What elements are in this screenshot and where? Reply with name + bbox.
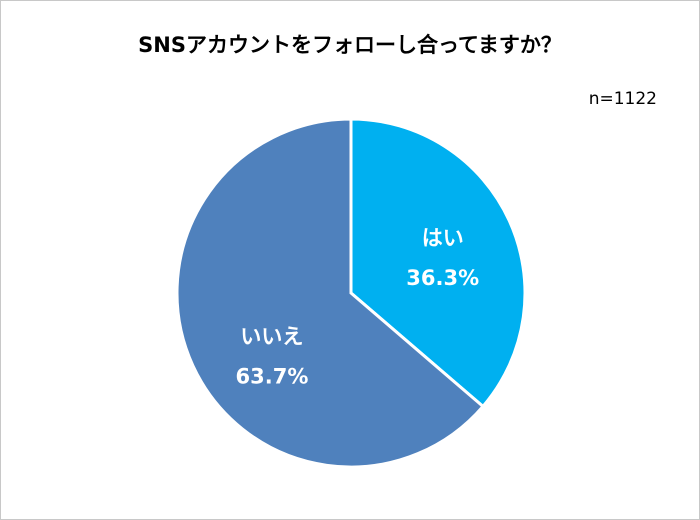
pie-slice-yes [349, 117, 527, 409]
slice-value-label: 63.7% [236, 364, 309, 388]
chart-title: SNSアカウントをフォローし合ってますか？ [138, 33, 562, 57]
slice-category-label: はい [422, 226, 464, 250]
slice-value-label: 36.3% [406, 266, 479, 290]
slice-category-label: いいえ [240, 324, 303, 348]
sample-size-label: n=1122 [588, 89, 657, 109]
pie-slice-no [175, 117, 486, 469]
